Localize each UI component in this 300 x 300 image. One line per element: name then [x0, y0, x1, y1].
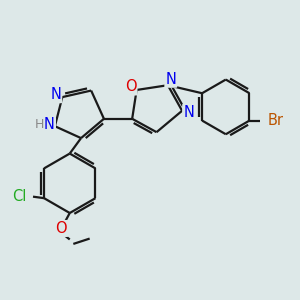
Text: N: N	[44, 117, 55, 132]
Text: N: N	[50, 87, 61, 102]
Text: O: O	[125, 80, 136, 94]
Text: O: O	[56, 221, 67, 236]
Text: H: H	[35, 118, 44, 131]
Text: Br: Br	[267, 113, 283, 128]
Text: N: N	[165, 72, 176, 87]
Text: Cl: Cl	[12, 189, 26, 204]
Text: N: N	[183, 105, 194, 120]
